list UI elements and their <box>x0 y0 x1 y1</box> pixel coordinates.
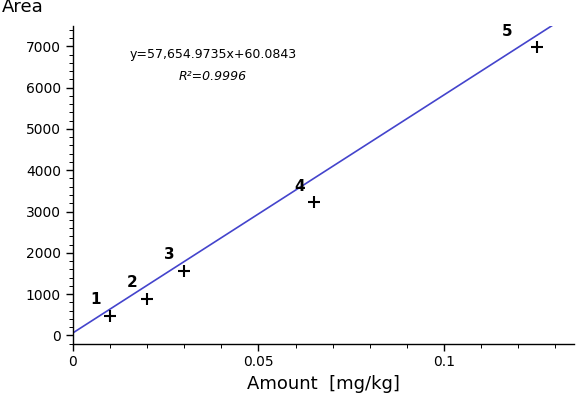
Text: 5: 5 <box>502 24 512 39</box>
Text: y=57,654.9735x+60.0843: y=57,654.9735x+60.0843 <box>130 48 297 61</box>
Text: 1: 1 <box>90 292 101 307</box>
Point <box>532 44 541 50</box>
Text: R²=0.9996: R²=0.9996 <box>179 70 248 83</box>
Text: 3: 3 <box>164 247 175 262</box>
X-axis label: Amount  [mg/kg]: Amount [mg/kg] <box>247 375 400 393</box>
Point <box>105 312 114 319</box>
Text: 4: 4 <box>294 179 304 194</box>
Point <box>180 267 189 274</box>
Y-axis label: Area: Area <box>2 0 44 16</box>
Point <box>310 199 319 205</box>
Point <box>142 296 152 302</box>
Text: 2: 2 <box>127 276 138 290</box>
